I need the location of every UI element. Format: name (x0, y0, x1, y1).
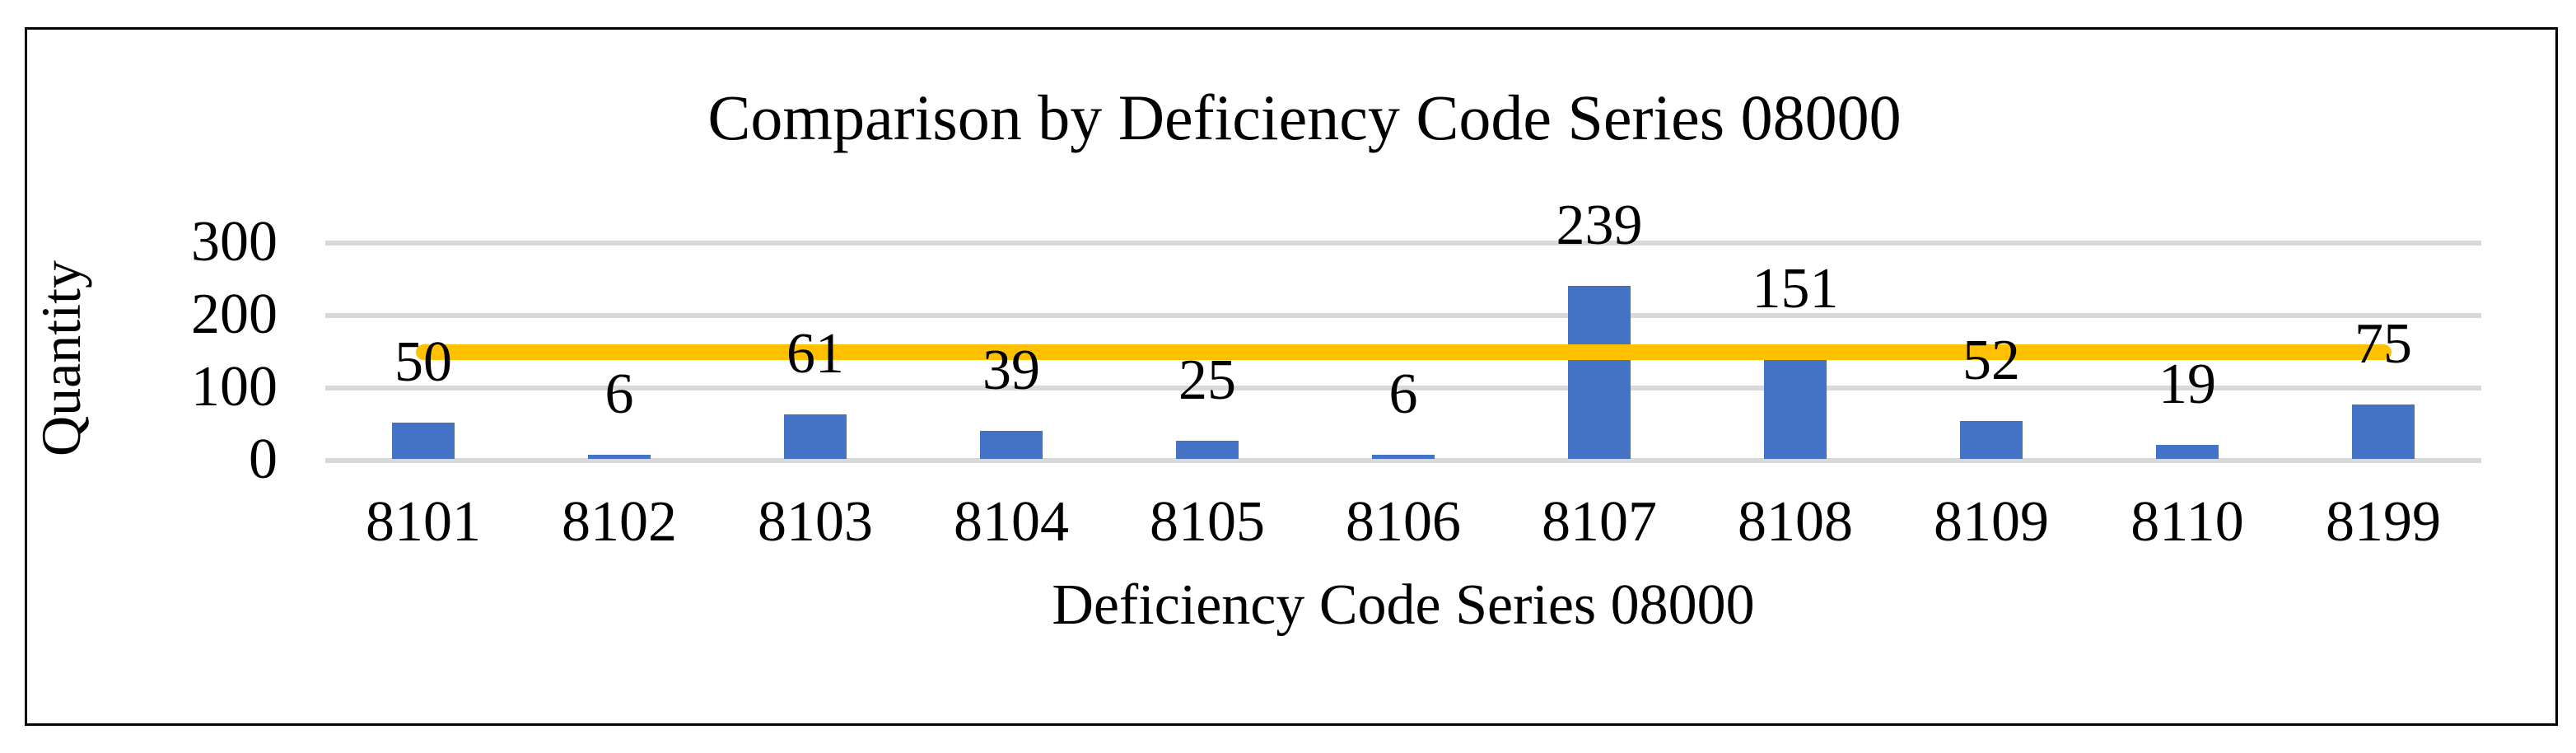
bar-8104 (980, 430, 1043, 459)
x-category-label-8102: 8102 (562, 490, 677, 554)
gridline-y-300 (325, 241, 2481, 246)
bar-value-label-8102: 6 (604, 362, 634, 426)
y-tick-label-0: 0 (249, 428, 278, 491)
bar-value-label-8106: 6 (1388, 362, 1418, 426)
y-tick-label-300: 300 (191, 210, 278, 274)
bar-value-label-8109: 52 (1962, 329, 2020, 393)
x-category-label-8103: 8103 (758, 490, 873, 554)
x-category-label-8105: 8105 (1150, 490, 1265, 554)
bar-value-label-8199: 75 (2354, 312, 2412, 376)
x-category-label-8104: 8104 (954, 490, 1069, 554)
bar-value-label-8107: 239 (1556, 193, 1643, 257)
bar-8103 (784, 414, 847, 459)
reference-line (415, 344, 2392, 360)
y-tick-label-200: 200 (191, 283, 278, 346)
chart-title: Comparison by Deficiency Code Series 080… (707, 82, 1902, 153)
bar-value-label-8110: 19 (2158, 353, 2216, 417)
bar-value-label-8104: 39 (982, 338, 1040, 402)
x-category-label-8106: 8106 (1346, 490, 1461, 554)
bar-value-label-8108: 151 (1752, 257, 1839, 321)
x-category-label-8107: 8107 (1542, 490, 1657, 554)
x-category-label-8108: 8108 (1738, 490, 1853, 554)
bar-8107 (1568, 285, 1631, 459)
x-category-label-8101: 8101 (366, 490, 481, 554)
bar-8101 (392, 423, 455, 459)
x-category-label-8109: 8109 (1934, 490, 2049, 554)
chart-border-frame (25, 27, 2558, 726)
gridline-y-100 (325, 386, 2481, 391)
bar-8106 (1372, 454, 1435, 459)
bar-8102 (588, 454, 651, 459)
bar-8109 (1960, 421, 2023, 459)
gridline-y-0 (325, 458, 2481, 463)
x-category-label-8199: 8199 (2326, 490, 2441, 554)
bar-value-label-8103: 61 (786, 322, 844, 386)
bar-value-label-8105: 25 (1178, 348, 1236, 412)
x-category-label-8110: 8110 (2130, 490, 2244, 554)
y-tick-label-100: 100 (191, 355, 278, 419)
bar-8108 (1764, 349, 1827, 459)
bar-value-label-8101: 50 (394, 330, 452, 394)
gridline-y-200 (325, 313, 2481, 318)
bar-8199 (2352, 405, 2415, 459)
bar-8110 (2156, 445, 2219, 459)
x-axis-title: Deficiency Code Series 08000 (1052, 573, 1755, 637)
bar-8105 (1176, 441, 1239, 459)
